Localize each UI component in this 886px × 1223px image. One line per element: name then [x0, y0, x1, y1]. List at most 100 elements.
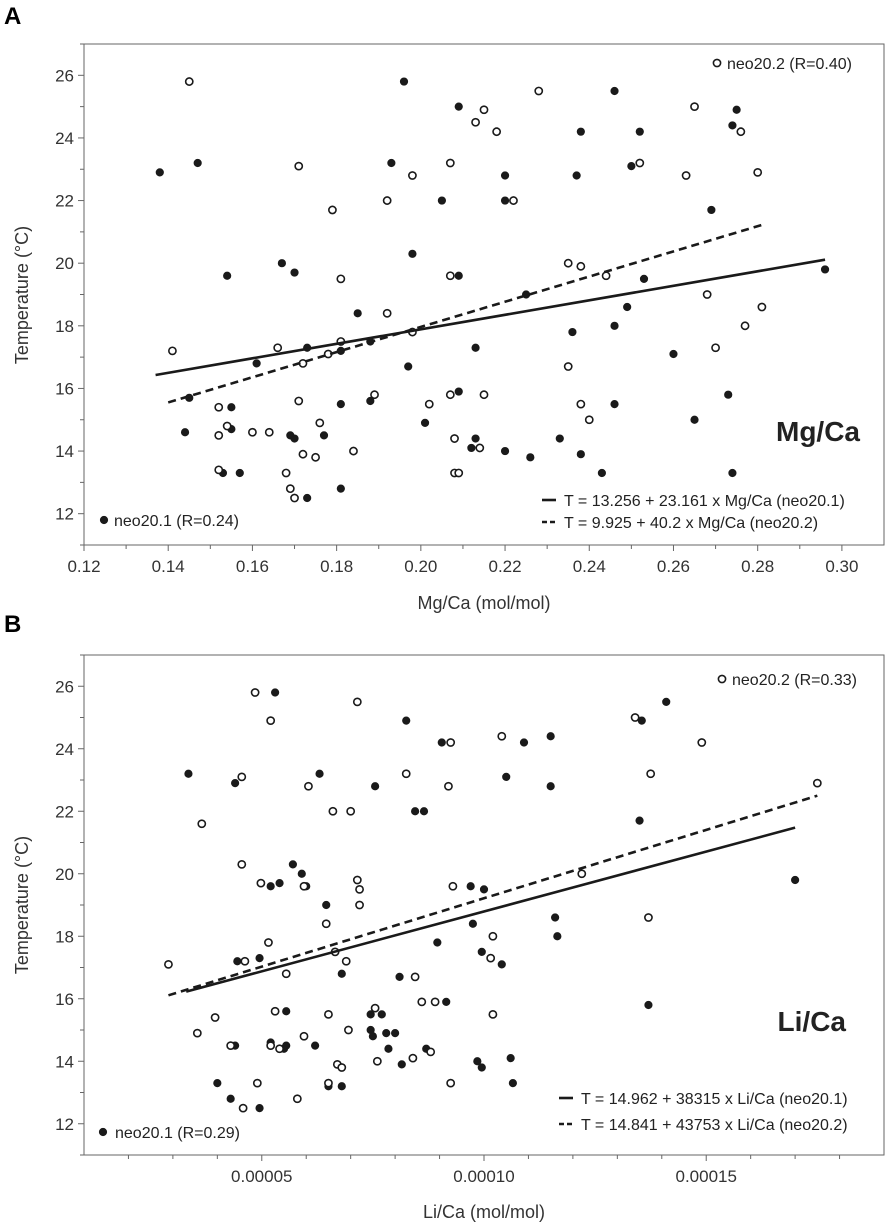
panel-b-point-neo20-2 [328, 806, 338, 816]
panel-b-y-tick-label: 24 [55, 740, 74, 759]
panel-a-point-neo20-2 [757, 302, 767, 312]
panel-a-point-neo20-1 [336, 399, 345, 409]
panel-a-y-tick-label: 22 [55, 192, 74, 211]
panel-b-point-neo20-1 [477, 947, 486, 956]
panel-b-point-neo20-1 [288, 860, 297, 869]
panel-b-point-neo20-1 [419, 807, 429, 816]
panel-b-point-neo20-1 [366, 1010, 375, 1019]
panel-a-point-neo20-2 [214, 431, 224, 440]
panel-b-point-neo20-2 [210, 1013, 220, 1022]
panel-b-y-axis-title: Temperature (°C) [12, 836, 32, 974]
panel-a-inset-label: Mg/Ca [776, 416, 860, 447]
panel-a-point-neo20-2 [382, 196, 392, 205]
panel-b-point-neo20-1 [479, 885, 489, 894]
panel-b-y-tick-label: 20 [55, 865, 74, 884]
panel-a-point-neo20-2 [264, 427, 274, 437]
panel-b-letter: B [4, 611, 21, 638]
panel-a-point-neo20-2 [336, 274, 346, 284]
panel-b-point-neo20-1 [255, 1104, 264, 1113]
panel-b-point-neo20-1 [473, 1057, 482, 1066]
panel-b-legend-neo20-2: neo20.2 (R=0.33) [732, 672, 857, 689]
panel-a-point-neo20-2 [214, 402, 224, 412]
panel-a-point-neo20-2 [349, 446, 358, 456]
panel-a-plot-frame [83, 43, 885, 546]
panel-b-point-neo20-1 [442, 997, 451, 1006]
panel-b-point-neo20-1 [411, 807, 420, 816]
panel-a-point-neo20-2 [563, 258, 573, 268]
panel-b-point-neo20-2 [448, 881, 458, 891]
panel-b-point-neo20-1 [433, 938, 442, 947]
panel-b-point-neo20-2 [408, 1053, 418, 1063]
panel-a-point-neo20-1 [597, 468, 606, 478]
panel-a-legend-open-marker [712, 58, 722, 68]
panel-b-point-neo20-2 [355, 900, 364, 910]
panel-a-legend-filled-marker [99, 515, 109, 525]
panel-a-point-neo20-2 [479, 105, 489, 115]
panel-a-point-neo20-1 [500, 196, 510, 205]
panel-b-x-axis: 0.00005 0.00010 0.00015 [127, 1155, 841, 1186]
panel-a-point-neo20-1 [690, 415, 699, 424]
panel-b-point-neo20-2 [240, 956, 250, 966]
panel-a-legend-neo20-2: neo20.2 (R=0.40) [727, 56, 852, 73]
panel-a-point-neo20-2 [753, 167, 763, 177]
panel-b-y-tick-label: 16 [55, 990, 74, 1009]
panel-a-y-tick-label: 16 [55, 379, 74, 398]
panel-b-point-neo20-1 [502, 772, 511, 781]
panel-b-point-neo20-2 [355, 884, 364, 894]
panel-b-fit-lines [168, 794, 818, 997]
panel-a-x-tick-label: 0.30 [825, 557, 858, 576]
panel-a-point-neo20-1 [500, 446, 510, 456]
panel-a-point-neo20-1 [353, 309, 362, 318]
panel-b-point-neo20-2 [812, 778, 822, 788]
panel-a-point-neo20-1 [437, 196, 446, 205]
panel-b-x-tick-label: 0.00005 [231, 1167, 292, 1186]
panel-b-point-neo20-1 [266, 882, 275, 891]
panel-b-point-neo20-2 [697, 738, 707, 747]
panel-b-point-neo20-2 [372, 1056, 382, 1066]
panel-b-point-neo20-1 [546, 782, 555, 791]
panel-b-point-neo20-2 [344, 1025, 353, 1035]
panel-a-point-neo20-1 [155, 168, 164, 177]
panel-a-point-neo20-2 [479, 390, 489, 400]
panel-a-point-neo20-1 [193, 158, 202, 168]
panel-b-point-neo20-2 [488, 931, 498, 941]
panel-b-point-neo20-2 [197, 819, 207, 829]
panel-a-point-neo20-1 [387, 158, 396, 168]
panel-b-point-neo20-1 [437, 738, 446, 747]
panel-b-point-neo20-1 [233, 957, 242, 966]
panel-b-point-neo20-1 [382, 1029, 391, 1038]
panel-a-point-neo20-2 [248, 427, 257, 437]
panel-a-point-neo20-2 [285, 484, 295, 494]
panel-b-y-tick-label: 14 [55, 1052, 74, 1071]
panel-b-x-tick-label: 0.00010 [453, 1167, 514, 1186]
panel-b-fit-label-neo20-1: T = 14.962 + 38315 x Li/Ca (neo20.1) [581, 1091, 848, 1108]
panel-a-y-tick-label: 26 [55, 66, 74, 85]
panel-b-point-neo20-2 [577, 869, 587, 879]
panel-b-point-neo20-2 [324, 1078, 333, 1088]
panel-a-point-neo20-1 [404, 362, 413, 371]
panel-b-point-neo20-2 [226, 1041, 236, 1051]
panel-b-point-neo20-2 [164, 959, 173, 969]
panel-a-point-neo20-2 [445, 390, 455, 400]
panel-b-point-neo20-1 [213, 1079, 222, 1088]
panel-a-point-neo20-2 [315, 418, 325, 428]
panel-a-point-neo20-2 [635, 158, 645, 168]
panel-a-y-tick-label: 20 [55, 254, 74, 273]
panel-b-point-neo20-2 [250, 688, 260, 697]
panel-a-point-neo20-1 [820, 265, 830, 274]
panel-b-point-neo20-1 [468, 919, 477, 928]
panel-a-point-neo20-1 [290, 434, 299, 443]
panel-a-fit-label-neo20-2: T = 9.925 + 40.2 x Mg/Ca (neo20.2) [564, 515, 818, 532]
panel-a-x-tick-label: 0.26 [657, 557, 690, 576]
panel-a-point-neo20-1 [454, 271, 463, 280]
panel-b-point-neo20-1 [368, 1032, 377, 1041]
panel-a-point-neo20-2 [290, 493, 299, 503]
panel-a-point-neo20-1 [319, 431, 329, 440]
panel-b-point-neo20-1 [402, 716, 411, 725]
panel-b-point-neo20-1 [644, 1000, 653, 1010]
panel-a-point-neo20-1 [500, 171, 510, 180]
panel-a-point-neo20-2 [702, 290, 712, 299]
panel-b-point-neo20-1 [322, 900, 331, 910]
panel-a-point-neo20-2 [281, 468, 291, 478]
